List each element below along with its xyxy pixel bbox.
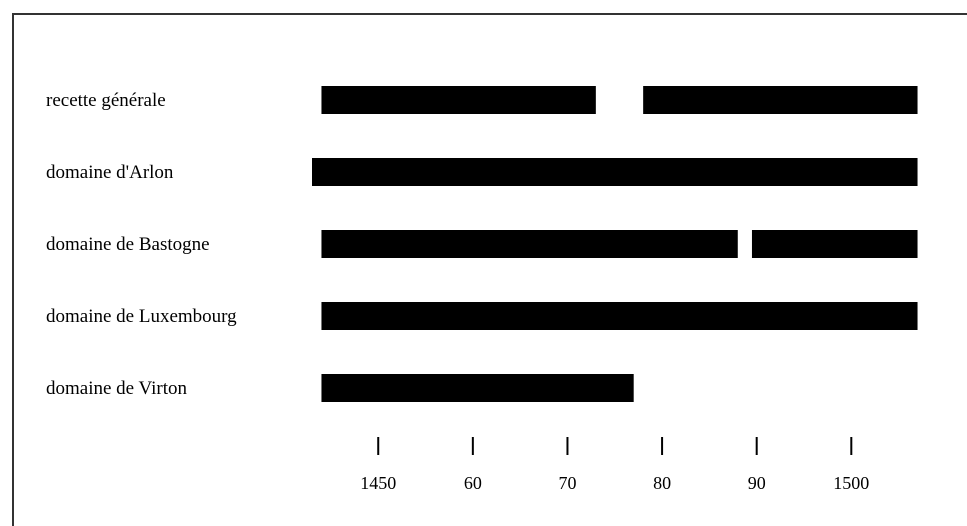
x-tick-label: 70 [558, 473, 576, 493]
x-tick-label: 1450 [360, 473, 396, 493]
row-label-recette-generale: recette générale [46, 90, 166, 111]
bar-domaine-de-luxembourg-1 [321, 302, 918, 330]
row-labels: recette générale domaine d'Arlon domaine d… [46, 90, 237, 399]
x-axis-ticks: 1450 60 70 80 90 1500 [360, 437, 869, 493]
row-label-domaine-de-bastogne: domaine de Bastogne [46, 234, 210, 255]
row-label-domaine-de-virton: domaine de Virton [46, 378, 187, 399]
bar-domaine-d-arlon-1 [312, 158, 918, 186]
bar-recette-generale-2 [643, 86, 918, 114]
row-label-domaine-de-luxembourg: domaine de Luxembourg [46, 306, 237, 327]
x-tick-label: 1500 [833, 473, 869, 493]
row-label-domaine-d-arlon: domaine d'Arlon [46, 162, 174, 183]
x-tick-label: 60 [464, 473, 482, 493]
bar-domaine-de-bastogne-1 [321, 230, 738, 258]
x-tick-label: 90 [748, 473, 766, 493]
bar-recette-generale-1 [321, 86, 596, 114]
bar-domaine-de-bastogne-2 [751, 230, 918, 258]
bars [312, 86, 918, 402]
x-tick-label: 80 [653, 473, 671, 493]
bar-domaine-de-virton-1 [321, 374, 634, 402]
